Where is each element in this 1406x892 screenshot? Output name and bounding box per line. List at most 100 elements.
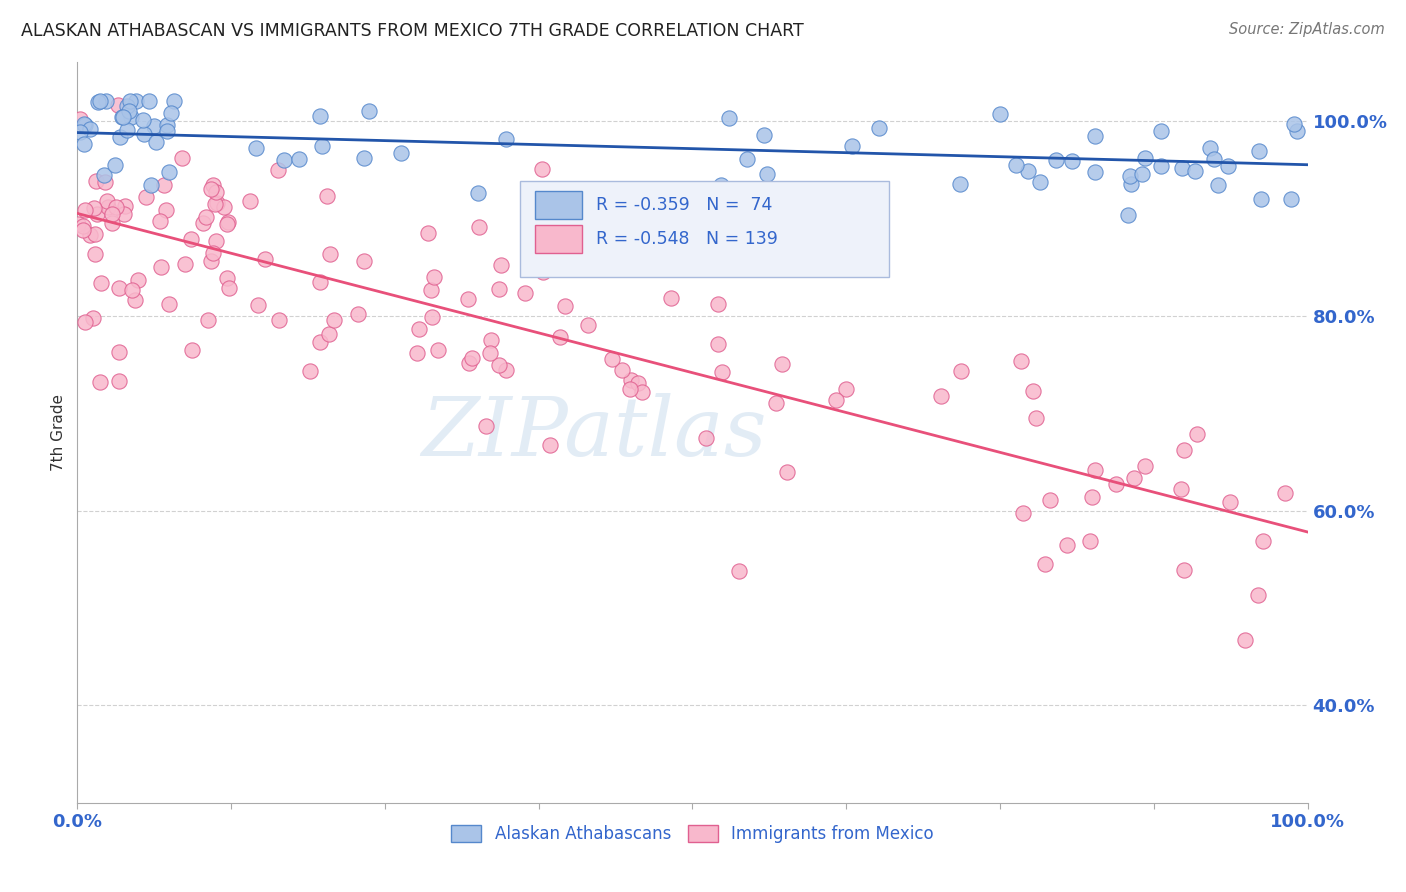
Point bbox=[83, 202, 105, 216]
Point bbox=[1247, 588, 1270, 602]
Point bbox=[309, 335, 332, 350]
Point bbox=[1150, 159, 1173, 173]
Point bbox=[138, 95, 160, 109]
Point bbox=[89, 95, 111, 109]
Point bbox=[143, 119, 166, 133]
Point bbox=[479, 333, 502, 347]
Point bbox=[311, 138, 333, 153]
Point bbox=[162, 95, 184, 109]
Point bbox=[949, 178, 972, 192]
Point bbox=[488, 358, 510, 372]
Point bbox=[145, 135, 167, 149]
Point bbox=[82, 311, 104, 326]
Point bbox=[204, 185, 226, 199]
Point bbox=[212, 201, 235, 215]
Point bbox=[84, 227, 107, 241]
Point bbox=[288, 152, 311, 166]
Point bbox=[389, 146, 412, 161]
Point bbox=[1279, 192, 1302, 206]
Point bbox=[1184, 164, 1206, 178]
Point bbox=[104, 158, 127, 172]
Point bbox=[929, 389, 952, 403]
Point bbox=[79, 122, 101, 136]
Point bbox=[73, 119, 96, 133]
Point bbox=[1084, 462, 1107, 476]
Point bbox=[84, 174, 107, 188]
Point bbox=[1116, 209, 1139, 223]
Point bbox=[1017, 164, 1039, 178]
Point bbox=[834, 382, 856, 396]
Point bbox=[1062, 153, 1084, 168]
Point bbox=[107, 97, 129, 112]
Point bbox=[420, 283, 443, 297]
Point bbox=[72, 223, 94, 237]
Point bbox=[267, 162, 290, 177]
Point bbox=[66, 217, 89, 231]
Point bbox=[94, 175, 117, 189]
Point bbox=[247, 298, 270, 312]
Point bbox=[467, 186, 489, 200]
Point bbox=[1045, 153, 1067, 167]
Point bbox=[239, 194, 262, 209]
Point bbox=[461, 351, 484, 365]
Point bbox=[132, 113, 155, 128]
Point bbox=[1122, 470, 1144, 484]
Point bbox=[1274, 486, 1296, 500]
Point bbox=[97, 200, 120, 214]
Point bbox=[309, 275, 332, 289]
Point bbox=[127, 273, 149, 287]
Point bbox=[1204, 153, 1226, 167]
Point bbox=[710, 178, 733, 192]
Point bbox=[115, 98, 138, 112]
Point bbox=[112, 111, 135, 125]
Point bbox=[205, 234, 228, 248]
Point bbox=[1285, 124, 1308, 138]
FancyBboxPatch shape bbox=[520, 181, 890, 277]
Point bbox=[405, 346, 427, 360]
Point bbox=[488, 282, 510, 296]
Point bbox=[655, 247, 678, 261]
Point bbox=[513, 285, 536, 300]
Point bbox=[149, 213, 172, 227]
Point bbox=[1170, 482, 1192, 496]
Point bbox=[115, 123, 138, 137]
Point bbox=[1251, 534, 1274, 549]
Text: ZIPatlas: ZIPatlas bbox=[422, 392, 766, 473]
Point bbox=[1029, 175, 1052, 189]
Point bbox=[218, 281, 240, 295]
Point bbox=[1250, 192, 1272, 206]
Point bbox=[215, 218, 238, 232]
Point bbox=[157, 165, 180, 179]
FancyBboxPatch shape bbox=[536, 226, 582, 253]
Point bbox=[1171, 161, 1194, 176]
Point bbox=[114, 199, 136, 213]
Point bbox=[200, 182, 222, 196]
Point bbox=[93, 168, 115, 182]
Point bbox=[181, 343, 204, 357]
Point bbox=[420, 310, 443, 325]
Point bbox=[245, 140, 267, 154]
Point bbox=[174, 257, 197, 271]
Point bbox=[1150, 124, 1173, 138]
Point bbox=[253, 252, 276, 267]
Point bbox=[83, 246, 105, 260]
Point bbox=[108, 280, 131, 294]
Point bbox=[353, 151, 375, 165]
Point bbox=[1247, 145, 1270, 159]
Point bbox=[1119, 169, 1142, 184]
Point bbox=[357, 103, 380, 118]
Point bbox=[134, 127, 156, 141]
Point bbox=[1011, 354, 1033, 368]
Point bbox=[1005, 159, 1028, 173]
Y-axis label: 7th Grade: 7th Grade bbox=[51, 394, 66, 471]
Point bbox=[217, 215, 239, 229]
Point bbox=[949, 364, 972, 378]
Point bbox=[1219, 495, 1241, 509]
Point bbox=[1080, 490, 1102, 504]
Point bbox=[202, 246, 225, 260]
Point bbox=[1199, 141, 1222, 155]
Point bbox=[538, 438, 561, 452]
Point bbox=[69, 112, 91, 126]
Point bbox=[1105, 477, 1128, 491]
Point bbox=[489, 258, 512, 272]
